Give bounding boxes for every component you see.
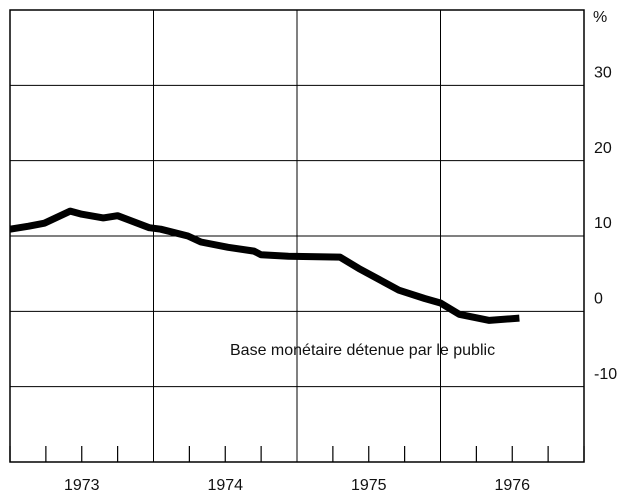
y-tick-label: -10 <box>594 366 617 383</box>
y-tick-label: 30 <box>594 65 612 82</box>
y-unit: % <box>593 9 607 26</box>
y-tick-label: 10 <box>594 215 612 232</box>
x-tick-label: 1973 <box>64 477 100 494</box>
x-tick-label: 1976 <box>494 477 530 494</box>
x-tick-label: 1975 <box>351 477 387 494</box>
x-tick-label: 1974 <box>207 477 243 494</box>
annotation: Base monétaire détenue par le public <box>230 342 495 359</box>
y-tick-label: 20 <box>594 140 612 157</box>
data-line <box>9 207 520 324</box>
y-tick-label: 0 <box>594 291 603 308</box>
